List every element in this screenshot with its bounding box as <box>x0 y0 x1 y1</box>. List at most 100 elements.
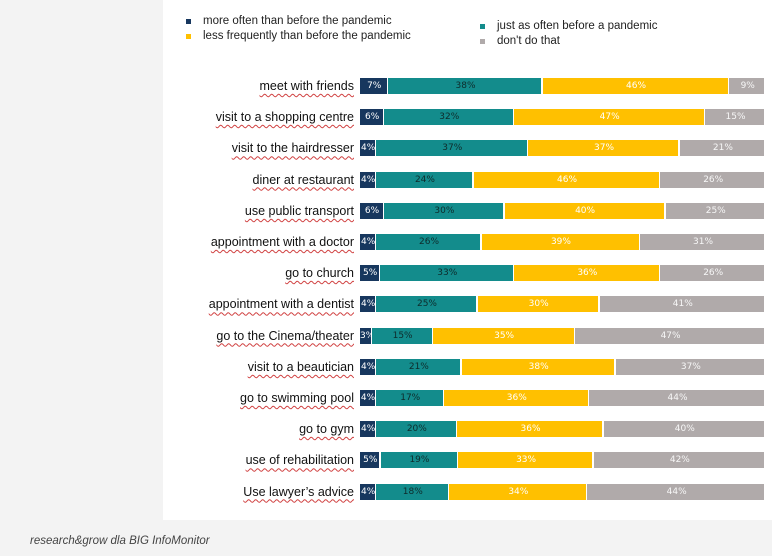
data-label: 38% <box>528 361 549 372</box>
data-label: 25% <box>705 205 726 216</box>
bar-segment <box>449 483 586 500</box>
bar-segment <box>640 234 765 250</box>
data-label: 46% <box>626 81 647 91</box>
data-label: 40% <box>674 424 695 435</box>
data-label: 4% <box>360 299 376 310</box>
bar-segment <box>461 358 615 375</box>
category-label: go to gym <box>299 422 354 437</box>
bar-segment <box>603 421 765 438</box>
data-label: 35% <box>494 330 515 341</box>
bar-segment <box>380 452 457 469</box>
data-label: 47% <box>599 112 620 123</box>
legend-label: more often than before the pandemic <box>203 15 392 27</box>
bar-segment <box>575 327 765 344</box>
bar-segment <box>458 452 593 469</box>
data-label: 3% <box>360 330 375 341</box>
data-label: 38% <box>455 81 476 91</box>
bar-segment <box>589 390 765 406</box>
data-label: 9% <box>740 81 755 91</box>
bar-segment <box>481 234 639 250</box>
bar-segment <box>360 265 379 282</box>
bar-segment <box>705 109 765 126</box>
bar-segment <box>360 483 375 500</box>
data-label: 4% <box>360 361 376 372</box>
data-label: 5% <box>363 455 378 466</box>
data-label: 20% <box>406 424 427 435</box>
bar-segment <box>729 78 765 94</box>
data-label: 44% <box>666 486 687 497</box>
legend-item-more-often: more often than before the pandemic <box>186 15 392 27</box>
data-label: 47% <box>660 330 681 341</box>
bar-segment <box>514 265 659 282</box>
data-label: 4% <box>360 424 376 435</box>
bar-segment <box>360 234 375 250</box>
legend-item-just-as-often: just as often before a pandemic <box>480 20 657 32</box>
bar-segment <box>660 265 765 282</box>
bar-segment <box>360 390 375 406</box>
legend-label: don't do that <box>497 35 560 47</box>
data-label: 30% <box>528 299 549 310</box>
data-label: 31% <box>693 237 714 247</box>
data-label: 37% <box>442 143 463 154</box>
data-label: 26% <box>419 237 440 247</box>
bar-segment <box>360 140 375 157</box>
category-label: appointment with a doctor <box>210 235 354 249</box>
bar-segment <box>587 483 765 500</box>
data-label: 4% <box>360 237 376 247</box>
category-label: Use lawyer’s advice <box>243 484 354 499</box>
category-label: visit to a beautician <box>247 359 354 374</box>
data-label: 36% <box>506 393 527 403</box>
bar-segment <box>388 78 542 94</box>
data-label: 32% <box>439 112 460 123</box>
data-label: 6% <box>364 205 380 216</box>
legend-swatch <box>186 18 191 24</box>
bar-segment <box>665 202 765 219</box>
data-label: 40% <box>575 205 596 216</box>
data-label: 15% <box>392 330 413 341</box>
legend-label: less frequently than before the pandemic <box>203 30 411 42</box>
bar-segment <box>444 390 588 406</box>
data-label: 30% <box>434 205 455 216</box>
bar-segment <box>477 296 599 313</box>
bar-segment <box>457 421 603 438</box>
bar-segment <box>360 296 375 313</box>
bar-segment <box>376 358 460 375</box>
bar-segment <box>376 390 443 406</box>
category-label: appointment with a dentist <box>208 297 354 312</box>
bar-segment <box>514 109 704 126</box>
data-label: 17% <box>400 393 421 403</box>
category-label: visit to a shopping centre <box>215 110 354 125</box>
bar-segment <box>360 109 383 126</box>
data-label: 39% <box>550 237 571 247</box>
data-label: 4% <box>360 174 376 185</box>
data-label: 46% <box>557 174 578 185</box>
data-label: 4% <box>361 143 376 154</box>
bar-segment <box>360 78 387 94</box>
bar-segment <box>599 296 765 313</box>
bar-segment <box>433 327 574 344</box>
category-label: go to the Cinema/theater <box>216 328 354 343</box>
bar-segment <box>360 358 375 375</box>
bar-segment <box>615 358 765 375</box>
category-label: diner at restaurant <box>252 172 354 187</box>
bar-segment <box>376 296 477 313</box>
bar-segment <box>360 202 383 219</box>
legend-swatch <box>480 38 485 44</box>
data-label: 5% <box>363 268 378 279</box>
bar-segment <box>542 78 728 94</box>
bar-segment <box>660 171 765 188</box>
data-label: 21% <box>712 143 733 154</box>
data-label: 33% <box>516 455 537 466</box>
data-label: 19% <box>409 455 430 466</box>
category-label: meet with friends <box>259 79 354 93</box>
data-label: 42% <box>669 455 690 466</box>
data-label: 18% <box>402 486 423 497</box>
category-label: use of rehabilitation <box>245 453 354 468</box>
bar-segment <box>528 140 679 157</box>
data-label: 26% <box>703 268 724 279</box>
category-label: go to swimming pool <box>240 391 354 405</box>
bar-segment <box>384 109 513 126</box>
data-label: 15% <box>725 112 746 123</box>
legend-item-less-frequently: less frequently than before the pandemic <box>186 30 411 42</box>
data-label: 25% <box>416 299 437 310</box>
